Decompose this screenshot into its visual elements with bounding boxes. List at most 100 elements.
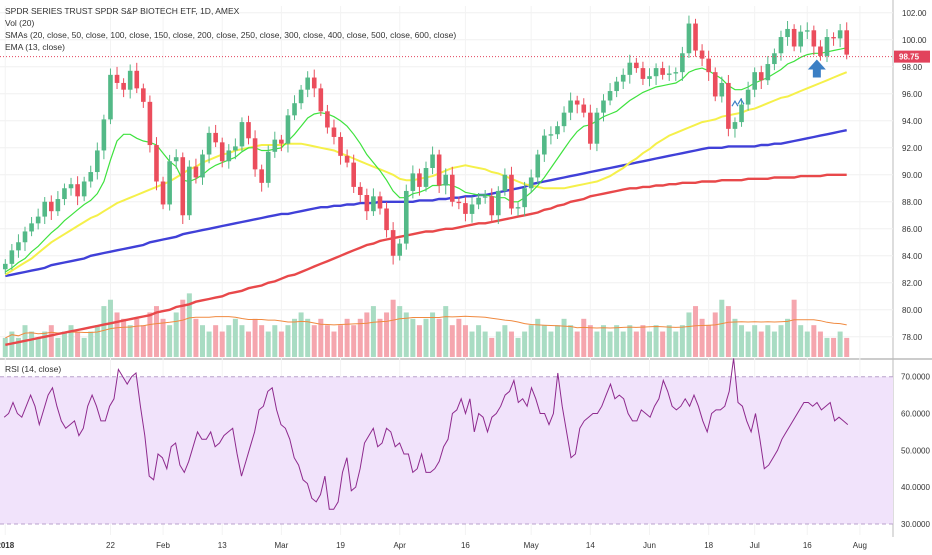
candle-body	[259, 169, 264, 183]
volume-bar	[771, 331, 777, 357]
price-tick-label: 78.00	[902, 333, 923, 342]
candle-body	[417, 173, 422, 187]
small-arrow-icon	[737, 98, 745, 105]
small-arrow-icon	[731, 100, 739, 107]
volume-bar	[686, 312, 692, 357]
candle-body	[515, 207, 521, 209]
volume-bar	[55, 337, 61, 357]
volume-bar	[42, 331, 48, 357]
sma-100-line	[5, 173, 847, 346]
volume-bar	[410, 318, 416, 357]
volume-bar	[476, 325, 482, 357]
volume-bar	[318, 318, 324, 357]
volume-bar	[344, 318, 350, 357]
candle-body	[798, 31, 803, 47]
candle-body	[252, 138, 258, 170]
volume-bar	[443, 306, 449, 357]
candle-body	[699, 50, 705, 59]
candle-body	[443, 174, 449, 186]
volume-bar	[535, 318, 541, 357]
volume-bar	[199, 325, 205, 357]
price-tick-label: 84.00	[902, 252, 923, 261]
time-tick-label: 13	[218, 541, 227, 550]
volume-bar	[75, 331, 81, 357]
volume-bar	[653, 325, 659, 357]
candle-body	[167, 161, 172, 205]
volume-bar	[416, 325, 422, 357]
candle-body	[9, 250, 15, 264]
candle-body	[752, 72, 757, 90]
up-arrow-icon	[807, 59, 826, 78]
candle-body	[311, 77, 317, 89]
candle-body	[469, 204, 475, 214]
rsi-tick-label: 30.0000	[901, 520, 930, 529]
candle-body	[141, 88, 146, 102]
volume-bar	[147, 312, 153, 357]
volume-bar	[837, 331, 843, 357]
volume-bar	[292, 318, 298, 357]
candle-body	[213, 132, 218, 143]
volume-bar	[607, 331, 613, 357]
candle-body	[436, 154, 442, 186]
volume-bar	[574, 331, 580, 357]
candle-body	[542, 135, 547, 155]
volume-bar	[811, 325, 817, 357]
candle-body	[16, 242, 21, 251]
candle-body	[785, 28, 790, 38]
volume-legend: Vol (20)	[5, 18, 35, 28]
volume-bar	[160, 318, 166, 357]
time-tick-label: Jun	[643, 541, 656, 550]
candle-body	[108, 74, 113, 120]
volume-bar	[752, 325, 758, 357]
rsi-tick-label: 40.0000	[901, 483, 930, 492]
candle-body	[818, 46, 823, 56]
volume-ma-line	[5, 315, 847, 339]
candle-body	[739, 104, 744, 123]
price-tick-label: 92.00	[902, 144, 923, 153]
volume-bar	[127, 325, 133, 357]
volume-bar	[259, 325, 265, 357]
candle-body	[390, 230, 396, 256]
candle-body	[607, 91, 613, 101]
volume-bar	[587, 325, 593, 357]
volume-bar	[554, 325, 560, 357]
candle-body	[187, 166, 192, 216]
candle-body	[555, 126, 560, 135]
volume-bar	[765, 325, 771, 357]
candle-body	[647, 76, 652, 79]
candle-body	[594, 112, 600, 144]
time-tick-label: 16	[803, 541, 812, 550]
volume-bar	[298, 312, 304, 357]
volume-bar	[370, 306, 376, 357]
candle-body	[377, 196, 383, 209]
candle-body	[305, 77, 310, 90]
volume-bar	[817, 331, 823, 357]
candle-body	[693, 23, 698, 51]
candle-body	[49, 201, 54, 212]
candle-body	[778, 37, 784, 54]
candle-body	[219, 142, 225, 162]
volume-bar	[423, 318, 429, 357]
candle-body	[95, 150, 100, 173]
volume-bar	[403, 312, 409, 357]
candle-body	[75, 184, 80, 197]
candle-body	[55, 199, 61, 212]
time-tick-label: May	[524, 541, 539, 550]
time-tick-label: 19	[336, 541, 345, 550]
candle-body	[384, 208, 389, 231]
volume-bar	[600, 325, 606, 357]
candle-body	[601, 100, 606, 113]
candle-body	[522, 188, 527, 208]
price-tick-label: 98.00	[902, 63, 923, 72]
volume-bar	[226, 325, 232, 357]
candle-body	[804, 30, 810, 32]
candle-body	[574, 100, 580, 105]
candle-body	[634, 62, 639, 69]
volume-bar	[246, 331, 252, 357]
volume-bar	[633, 331, 639, 357]
time-tick-label: Mar	[274, 541, 288, 550]
volume-bar	[785, 318, 791, 357]
volume-bar	[15, 337, 21, 357]
